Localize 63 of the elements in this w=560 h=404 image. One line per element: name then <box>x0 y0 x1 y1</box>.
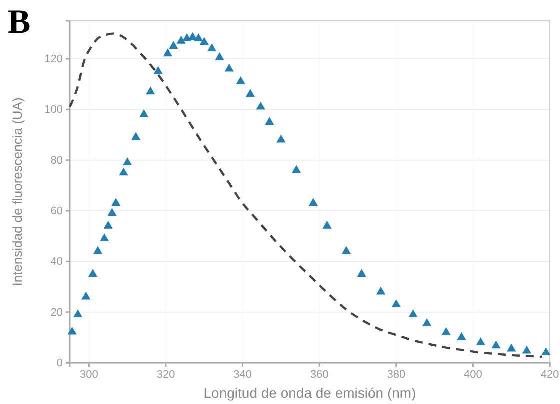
point <box>140 109 149 118</box>
y-tick-label: 80 <box>50 154 63 167</box>
point <box>88 269 98 277</box>
point <box>422 318 432 326</box>
point <box>492 340 501 349</box>
point <box>176 36 186 44</box>
point <box>100 234 110 242</box>
point <box>169 41 178 49</box>
point <box>392 299 401 308</box>
point <box>246 89 256 98</box>
x-tick-label: 400 <box>464 368 482 381</box>
point <box>93 246 103 254</box>
point <box>292 165 302 174</box>
point <box>265 117 274 125</box>
y-tick-label: 0 <box>56 358 63 370</box>
point <box>74 310 83 318</box>
point <box>442 327 451 336</box>
point <box>123 158 132 166</box>
point <box>236 76 246 84</box>
point <box>154 66 163 74</box>
point <box>200 37 209 46</box>
point <box>308 198 318 206</box>
x-tick-label: 300 <box>80 368 98 381</box>
x-tick-label: 360 <box>310 368 329 381</box>
x-tick-label: 380 <box>387 368 406 381</box>
point <box>408 310 418 318</box>
point <box>208 44 217 52</box>
y-tick-label: 120 <box>44 54 63 66</box>
point <box>542 348 551 356</box>
x-axis-title: Longitud de onda de emisión (nm) <box>204 385 416 401</box>
point <box>131 132 141 140</box>
point <box>215 52 224 60</box>
y-tick-label: 100 <box>44 104 63 116</box>
point <box>104 220 113 229</box>
chart-title: B <box>8 4 31 41</box>
point <box>342 246 352 254</box>
y-tick-label: 60 <box>50 206 63 218</box>
point <box>476 337 486 346</box>
point <box>256 102 266 110</box>
point <box>82 292 91 300</box>
point <box>182 33 192 42</box>
point <box>522 346 532 354</box>
point <box>376 286 386 295</box>
point <box>108 208 117 216</box>
point <box>224 64 234 72</box>
point <box>112 198 121 206</box>
y-tick-label: 20 <box>50 306 63 319</box>
y-tick-label: 40 <box>50 256 63 268</box>
y-axis-title: Intensidad de fluorescencia (UA) <box>10 98 25 286</box>
point <box>457 332 466 340</box>
point <box>322 220 332 229</box>
point <box>357 269 366 277</box>
point <box>146 86 156 95</box>
point <box>194 33 204 42</box>
point <box>68 326 77 335</box>
line-series <box>68 32 544 358</box>
point <box>163 48 172 57</box>
point <box>119 168 128 176</box>
point <box>507 344 516 352</box>
x-tick-label: 420 <box>540 368 560 381</box>
point <box>276 134 286 143</box>
x-tick-label: 320 <box>156 368 176 381</box>
x-tick-label: 340 <box>234 368 252 381</box>
